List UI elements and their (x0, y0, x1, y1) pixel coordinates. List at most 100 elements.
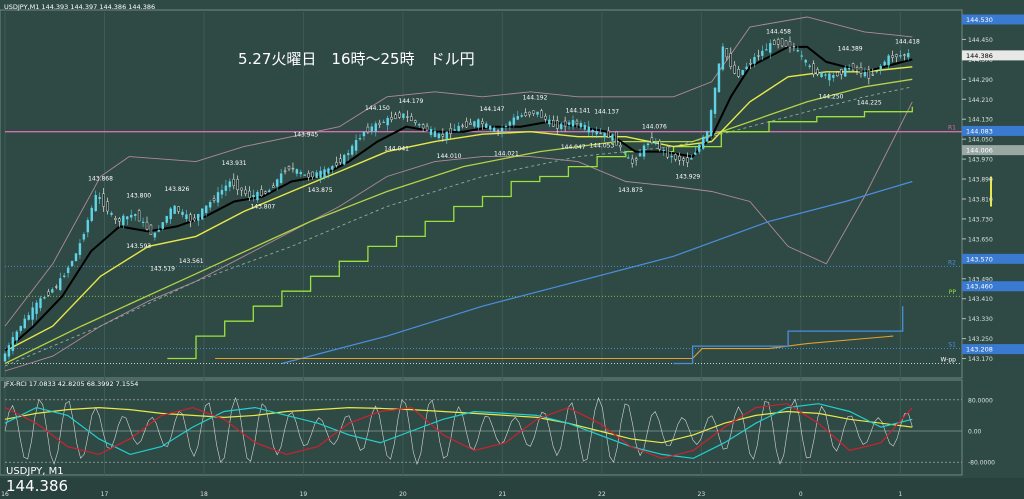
candle-body (193, 217, 196, 221)
candle-body (516, 116, 519, 120)
time-tick-label: 17 (101, 491, 109, 498)
candle-body (181, 211, 184, 215)
candle-body (445, 131, 448, 139)
price-tick-label: 143.890 (968, 177, 993, 184)
candle-body (642, 145, 646, 157)
candle-body (496, 130, 500, 132)
level-label-r2: R2 (948, 259, 956, 266)
candle-body (536, 111, 539, 115)
candle-body (70, 261, 74, 266)
peak-price-label: 143.868 (88, 176, 113, 183)
blue-trend-line (281, 180, 913, 365)
candle-body (185, 214, 188, 220)
trough-price-label: 144.041 (384, 145, 409, 152)
candle-body (11, 337, 15, 352)
candle-body (189, 214, 192, 222)
candle-body (563, 120, 567, 127)
candle-body (343, 154, 346, 165)
candle-body (828, 73, 831, 81)
trough-price-label: 144.250 (819, 93, 844, 100)
candle-body (417, 124, 421, 126)
price-tick-label: 143.730 (968, 216, 993, 223)
candle-body (709, 110, 713, 137)
candle-body (694, 152, 697, 155)
candle-body (366, 126, 370, 133)
oscillator-series-1 (4, 403, 913, 459)
candle-body (122, 215, 125, 226)
oscillator-tick-label: 0.00 (968, 429, 982, 436)
candle-body (875, 70, 878, 73)
candle-body (137, 210, 141, 222)
candle-body (654, 142, 658, 144)
candle-body (863, 71, 867, 77)
candle-body (899, 55, 902, 57)
price-tick-label: 144.050 (968, 137, 993, 144)
candle-body (177, 206, 180, 212)
candle-body (808, 65, 811, 67)
yellowgreen-ma-line (4, 78, 913, 365)
candle-body (670, 156, 673, 158)
candle-body (469, 122, 472, 125)
candle-body (903, 54, 906, 56)
candle-body (414, 120, 417, 123)
candle-body (615, 131, 618, 146)
candle-body (662, 149, 665, 152)
level-label-s1: S1 (948, 342, 956, 349)
candle-body (567, 122, 571, 126)
peak-price-label: 144.137 (594, 108, 619, 115)
candle-body (855, 67, 859, 71)
candle-body (559, 123, 563, 129)
candle-body (323, 169, 326, 178)
oscillator-panel-border (0, 379, 963, 476)
candle-body (780, 38, 784, 47)
candle-body (118, 218, 121, 222)
price-tick-label: 143.490 (968, 276, 993, 283)
candle-body (287, 166, 291, 170)
bottom-symbol: USDJPY, M1 (6, 466, 64, 477)
level-label-r1: R1 (948, 125, 956, 132)
oscillator-series-2 (4, 403, 913, 459)
candle-body (264, 191, 267, 194)
candle-body (410, 116, 413, 121)
candle-body (114, 218, 117, 220)
candle-body (382, 121, 385, 124)
candle-body (453, 129, 456, 131)
candle-body (299, 172, 303, 175)
candle-body (634, 158, 638, 161)
candle-body (19, 325, 22, 331)
peak-price-label: 144.076 (642, 124, 667, 131)
candle-body (141, 221, 145, 223)
candle-body (646, 143, 650, 146)
candle-body (145, 221, 149, 230)
candle-body (678, 155, 681, 161)
candle-body (311, 171, 314, 178)
candle-body (260, 189, 263, 196)
trough-price-label: 143.807 (250, 204, 275, 211)
candle-body (346, 153, 350, 156)
trough-price-label: 143.875 (308, 187, 333, 194)
candle-body (232, 178, 235, 186)
candle-body (102, 193, 105, 207)
candle-body (690, 158, 693, 160)
candle-body (820, 72, 823, 78)
trough-price-label: 143.561 (179, 258, 204, 265)
price-tick-label: 144.290 (968, 77, 993, 84)
oscillator-layer: 80.0000 0.00 -80.0000 (4, 396, 995, 467)
oscillator-label: JFX-RCI 17.0833 42.8205 68.3992 7.1554 (3, 380, 138, 388)
trough-price-label: 143.875 (618, 187, 643, 194)
time-tick-label: 16 (1, 491, 9, 498)
candle-body (477, 119, 480, 128)
time-tick-label: 19 (300, 491, 308, 498)
candle-body (433, 131, 437, 137)
chart-header: USDJPY,M1 144.393 144.397 144.386 144.38… (4, 3, 155, 11)
price-box-label: 144.006 (966, 147, 993, 155)
grid-layer (0, 9, 1024, 499)
candle-body (784, 40, 788, 47)
candle-body (907, 53, 910, 58)
candle-body (788, 41, 792, 48)
candle-body (39, 298, 42, 309)
candle-body (729, 53, 732, 68)
yellow-ma-line (4, 66, 913, 352)
candle-body (532, 110, 535, 114)
